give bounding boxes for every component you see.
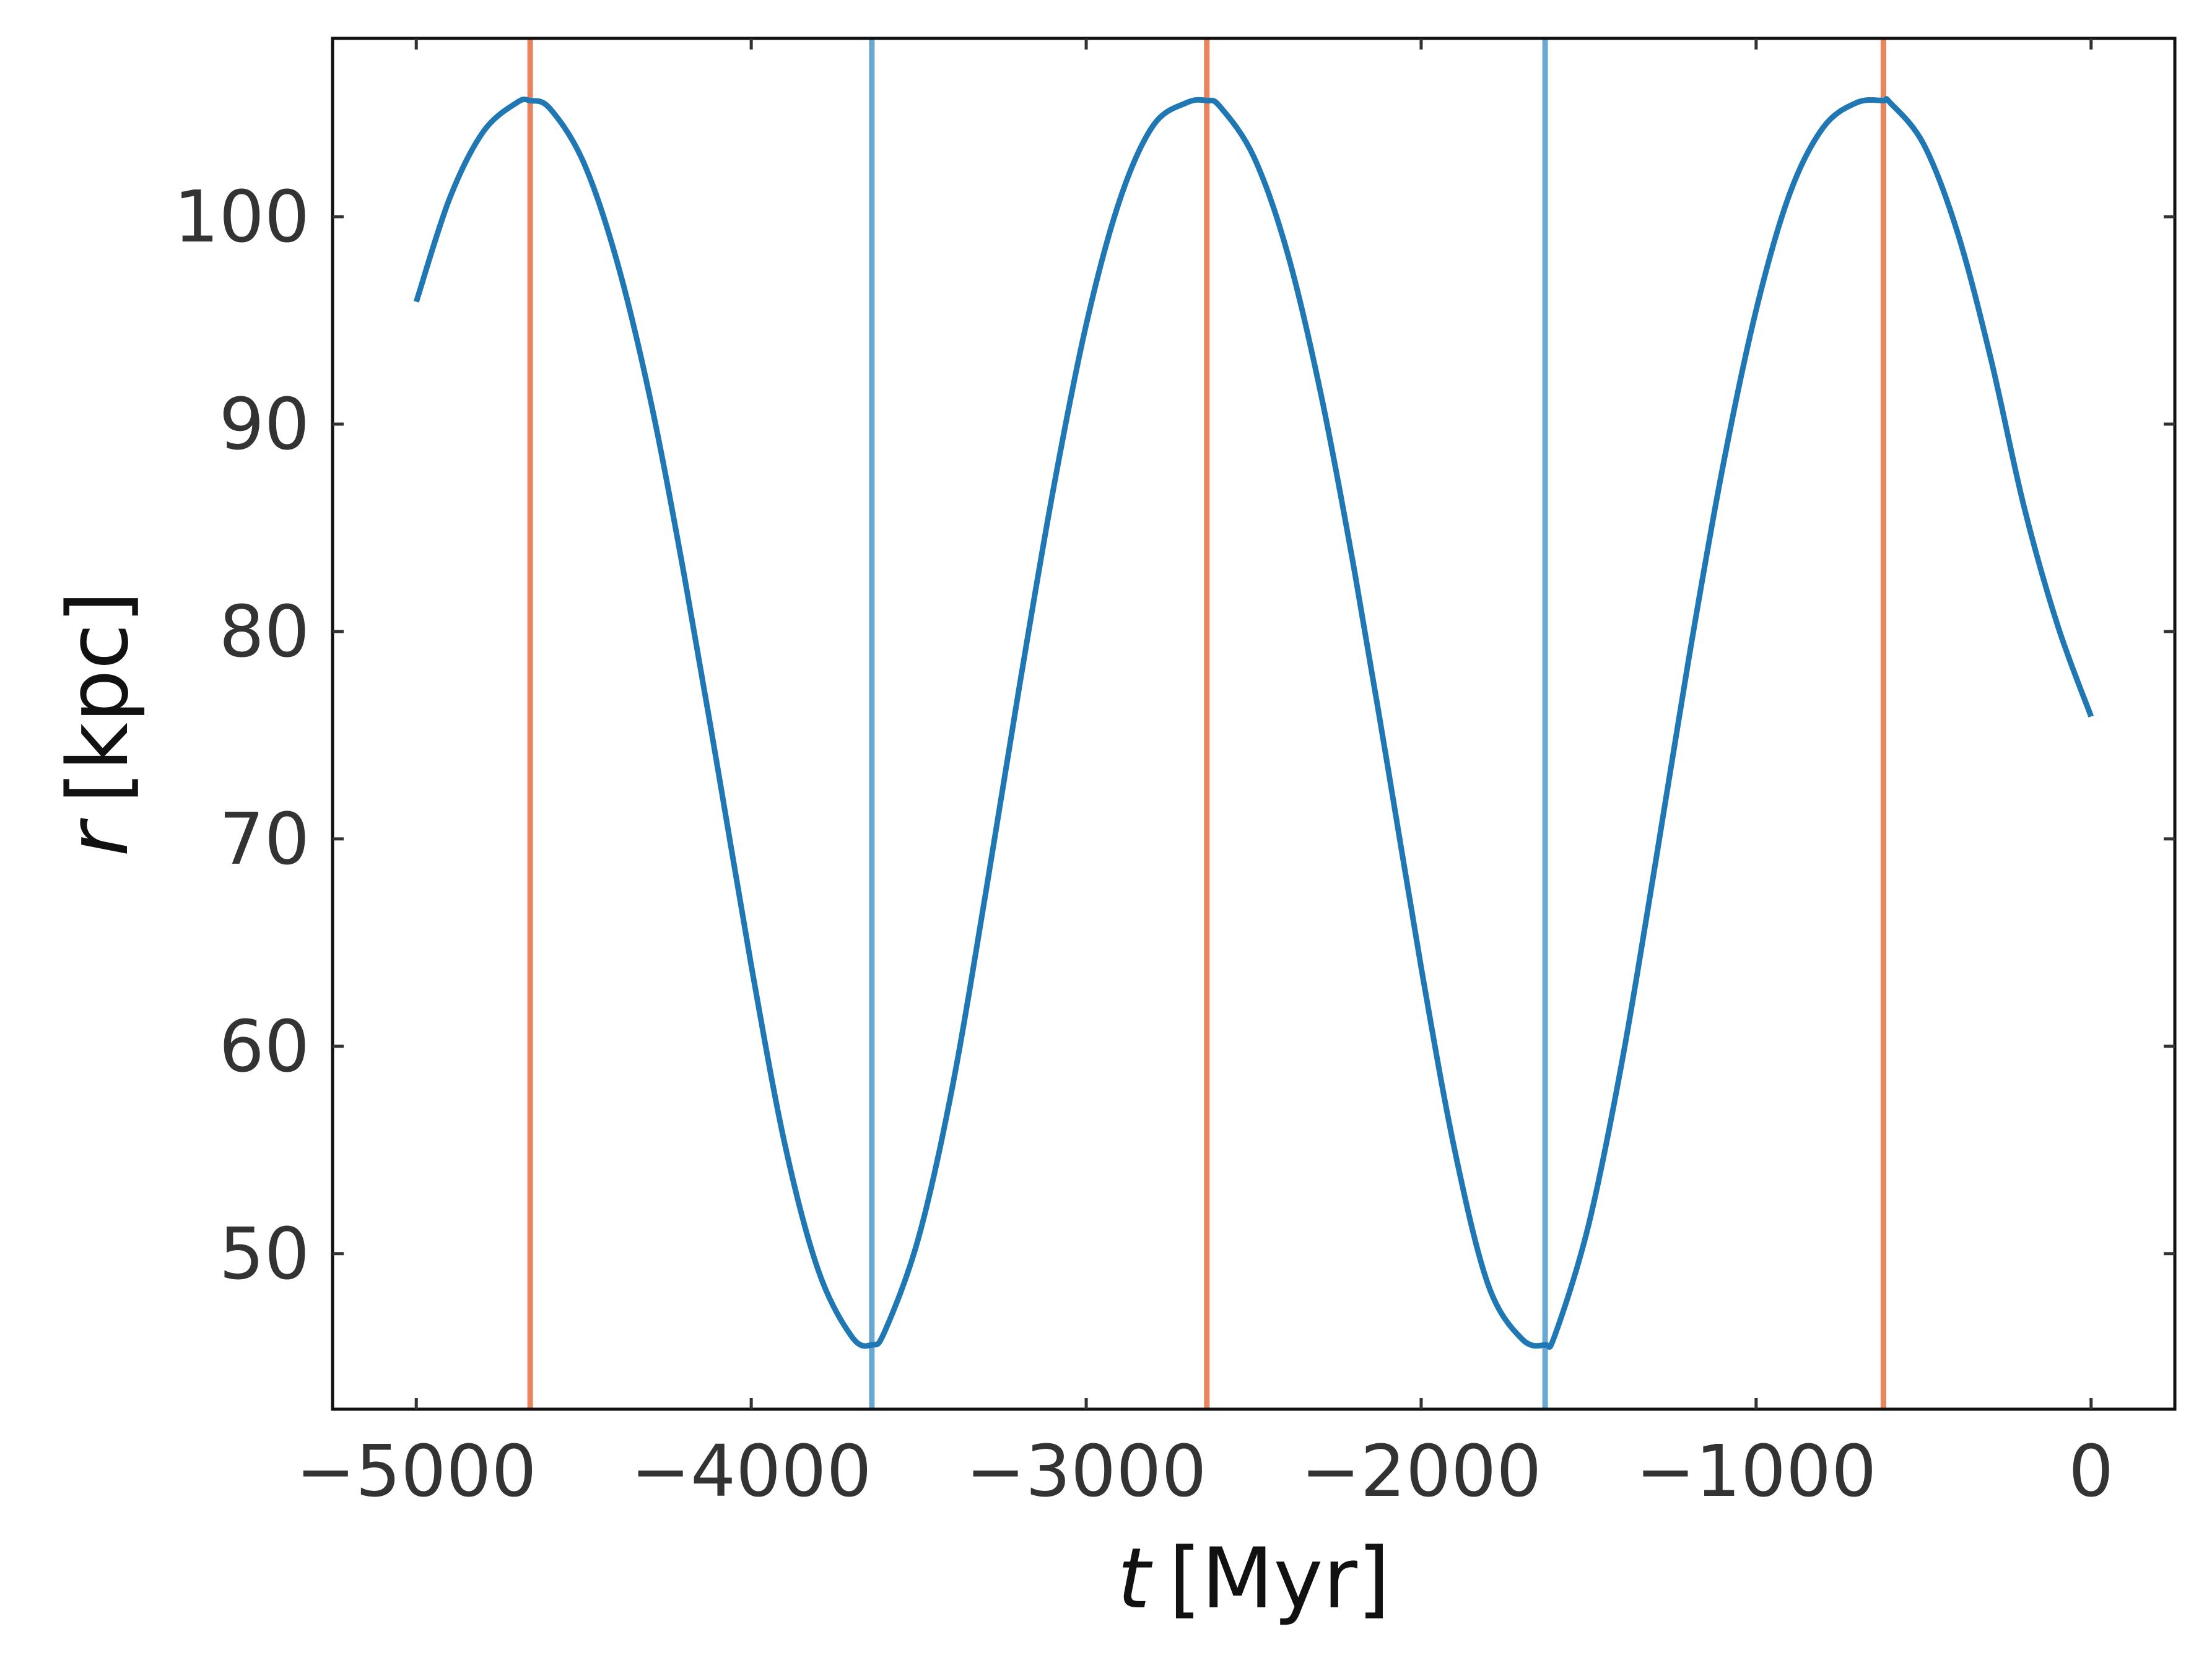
y-tick-label: 90: [219, 383, 310, 466]
y-axis-title: r [kpc]: [50, 591, 147, 857]
x-tick-label: 0: [2068, 1430, 2114, 1513]
series-line-0: [413, 96, 2094, 1350]
x-tick-label: −3000: [966, 1430, 1207, 1513]
x-tick-label: −2000: [1300, 1430, 1541, 1513]
x-axis-title: t [Myr]: [1117, 1530, 1390, 1627]
y-tick-label: 80: [219, 591, 310, 674]
y-tick-label: 60: [219, 1006, 310, 1088]
x-tick-label: −4000: [631, 1430, 872, 1513]
x-tick-label: −1000: [1635, 1430, 1876, 1513]
x-axis-unit: [Myr]: [1169, 1530, 1390, 1627]
y-axis-variable: r: [50, 817, 147, 856]
y-tick-label: 70: [219, 798, 310, 881]
y-tick-label: 50: [219, 1213, 310, 1296]
x-axis-variable: t: [1117, 1530, 1153, 1627]
plot-frame: [331, 37, 2177, 1411]
y-axis-unit: [kpc]: [50, 591, 147, 804]
x-tick-label: −5000: [296, 1430, 537, 1513]
y-tick-label: 100: [174, 176, 310, 259]
